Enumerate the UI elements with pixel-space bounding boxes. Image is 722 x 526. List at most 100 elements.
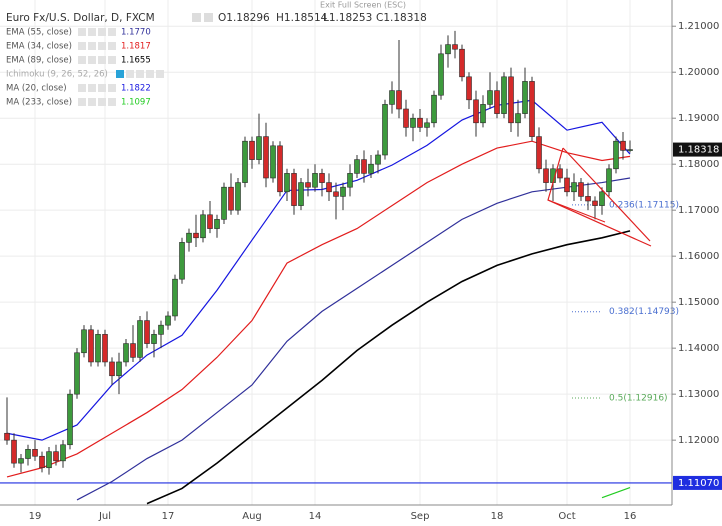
candle-body [305,182,311,188]
indicator-line [146,230,631,505]
trendline [562,147,651,242]
legend-name: Ichimoku (9, 26, 52, 26) [6,70,108,80]
candle-body [620,140,626,151]
candle-body [459,48,465,78]
fib-label: 0.236(1.17115) [609,200,679,210]
candle-body [270,145,276,179]
candle-body [207,214,213,229]
candle-body [102,334,108,363]
candle-body [11,439,17,464]
legend-name: EMA (89, close) [6,56,72,66]
candle-body [347,173,353,188]
legend-value: 1.1097 [121,98,151,108]
x-tick-label: 18 [491,511,504,522]
candle-body [543,168,549,183]
ohlc-high: H1.18514 [276,12,328,24]
indicator-line [6,140,631,478]
legend-icon [108,84,116,92]
candle-body [165,315,171,326]
x-tick-label: 17 [162,511,175,522]
legend-icon [98,56,106,64]
y-tick-label: 1.13000 [678,389,719,400]
candle-body [249,140,255,160]
legend-icon [88,84,96,92]
x-tick-label: Jul [98,511,111,522]
candle-body [319,173,325,183]
candle-body [214,219,220,229]
candle-body [88,329,94,363]
legend-icon [98,84,106,92]
candle-body [326,182,332,193]
legend-icon [146,70,154,78]
candle-body [389,90,395,105]
candle-body [81,329,87,354]
candle-body [53,451,59,462]
candle-body [382,104,388,156]
legend-value: 1.1822 [121,84,151,94]
candle-body [487,90,493,105]
legend-icon [156,70,164,78]
legend-value: 1.1817 [121,42,151,52]
chart-title: Euro Fx/U.S. Dollar, D, FXCM [6,12,155,24]
legend-value: 1.1770 [121,28,151,38]
hline-price-box [673,475,722,490]
legend-icon [116,70,124,78]
legend-icon [108,56,116,64]
icon[interactable] [192,13,201,22]
candle-body [291,173,297,206]
indicator-line [76,177,631,501]
legend-name: MA (20, close) [6,84,67,94]
candle-body [123,343,129,363]
candle-body [424,122,430,128]
legend-icon [78,56,86,64]
plot: 0.236(1.17115) 0.382(1.14793) 0.5(1.12916) [0,30,679,505]
legend-icon [78,42,86,50]
candle-body [578,182,584,197]
candle-body [172,278,178,317]
y-tick-label: 1.19000 [678,113,719,124]
candle-body [32,449,38,457]
candle-body [410,117,416,128]
candle-body [263,136,269,179]
candle-body [235,182,241,211]
candle-body [277,145,283,193]
candle-body [200,214,206,239]
legend-name: EMA (34, close) [6,42,72,52]
candle-body [60,444,66,462]
exit-fullscreen[interactable]: Exit Full Screen (ESC) [320,1,406,10]
legend-value: 1.1655 [121,56,151,66]
candle-body [4,432,10,441]
candle-body [403,108,409,128]
legend-icon [78,28,86,36]
candle-body [585,196,591,202]
legend-icon [78,98,86,106]
candle-body [613,140,619,170]
candle-body [501,76,507,114]
candle-body [557,168,563,179]
y-tick-label: 1.21000 [678,21,719,32]
icon[interactable] [204,13,213,22]
candle-body [340,186,346,197]
trendline [547,199,606,223]
candle-body [396,90,402,110]
candle-body [39,455,45,469]
indicator-line [601,486,631,499]
candle-body [333,191,339,197]
x-tick-label: Aug [242,511,262,522]
legend-icon [88,42,96,50]
candle-body [74,352,80,395]
candle-body [67,393,73,446]
last-price-box [673,142,722,157]
y-tick-label: 1.16000 [678,251,719,262]
candle-body [515,113,521,124]
candle-body [109,361,115,377]
x-tick-label: 14 [309,511,322,522]
candle-body [522,81,528,114]
y-tick-label: 1.15000 [678,297,719,308]
candle-body [361,159,367,174]
y-tick-label: 1.12000 [678,435,719,446]
candle-body [508,76,514,124]
candle-body [158,324,164,335]
legend-icon [108,98,116,106]
